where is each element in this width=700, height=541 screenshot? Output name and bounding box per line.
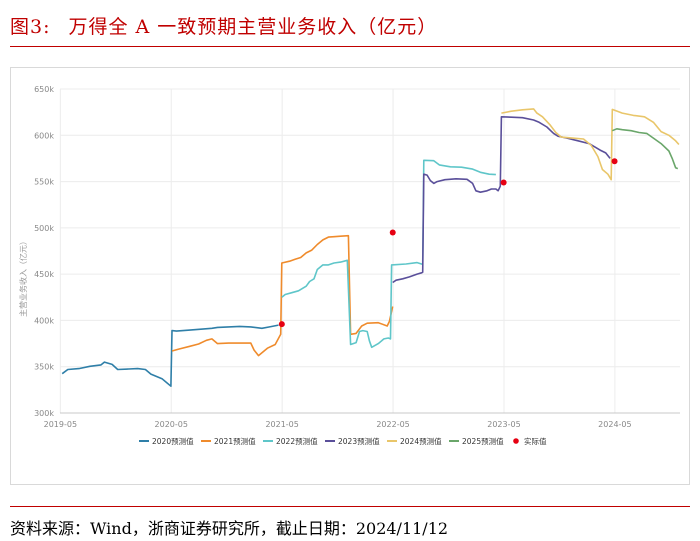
y-tick-label: 650k (34, 85, 54, 94)
series-line-4 (392, 116, 611, 284)
figure-title: 图3: 万得全 A 一致预期主营业务收入（亿元） (10, 12, 437, 39)
series-layer (61, 108, 680, 387)
series-line-3 (281, 159, 496, 349)
y-tick-label: 300k (34, 409, 54, 418)
legend-label: 2024预测值 (400, 436, 442, 446)
y-tick-label: 450k (34, 270, 54, 279)
x-tick-label: 2020-05 (155, 420, 188, 429)
legend-label: 2023预测值 (338, 436, 380, 446)
series-line-1 (61, 324, 279, 387)
x-tick-label: 2024-05 (598, 420, 631, 429)
legend-label: 实际值 (524, 436, 547, 446)
grid-layer (59, 88, 680, 414)
legend-label: 2025预测值 (462, 436, 504, 446)
source-note: 资料来源：Wind，浙商证券研究所，截止日期：2024/11/12 (10, 519, 449, 538)
axis-layer: 300k 350k 400k 450k 500k 550k 600k 650k 2019-05 2… (34, 85, 680, 429)
legend-label: 2021预测值 (214, 436, 256, 446)
actual-value-point (389, 229, 396, 236)
legend-label: 2022预测值 (276, 436, 318, 446)
legend-label: 2020预测值 (152, 436, 194, 446)
series-line-2 (171, 234, 394, 357)
x-tick-label: 2021-05 (265, 420, 298, 429)
figure-label: 图3: (10, 16, 51, 38)
y-tick-label: 500k (34, 224, 54, 233)
y-axis-title: 主营业务收入（亿元） (18, 237, 28, 317)
y-tick-label: 350k (34, 363, 54, 372)
x-tick-label: 2023-05 (487, 420, 520, 429)
actual-value-point (611, 158, 618, 165)
x-tick-label: 2022-05 (376, 420, 409, 429)
figure-title-text: 万得全 A 一致预期主营业务收入（亿元） (68, 16, 438, 38)
actual-value-point (500, 179, 507, 186)
chart-border (10, 67, 690, 485)
y-tick-label: 550k (34, 178, 54, 187)
series-line-5 (501, 108, 680, 181)
actual-layer (278, 158, 618, 328)
x-tick-label: 2019-05 (44, 420, 77, 429)
actual-value-point (278, 321, 285, 328)
legend-marker-dot (513, 438, 519, 444)
line-chart: 300k 350k 400k 450k 500k 550k 600k 650k 2019-05 2… (10, 67, 690, 485)
y-tick-label: 600k (34, 131, 54, 140)
legend: 2020预测值 2021预测值 2022预测值 2023预测值 2024预测值 2025预… (139, 436, 547, 446)
chart-container: 300k 350k 400k 450k 500k 550k 600k 650k 2019-05 2… (10, 67, 690, 485)
source-divider (10, 506, 690, 507)
y-tick-label: 400k (34, 316, 54, 325)
title-divider (10, 46, 690, 47)
series-line-6 (611, 128, 679, 170)
